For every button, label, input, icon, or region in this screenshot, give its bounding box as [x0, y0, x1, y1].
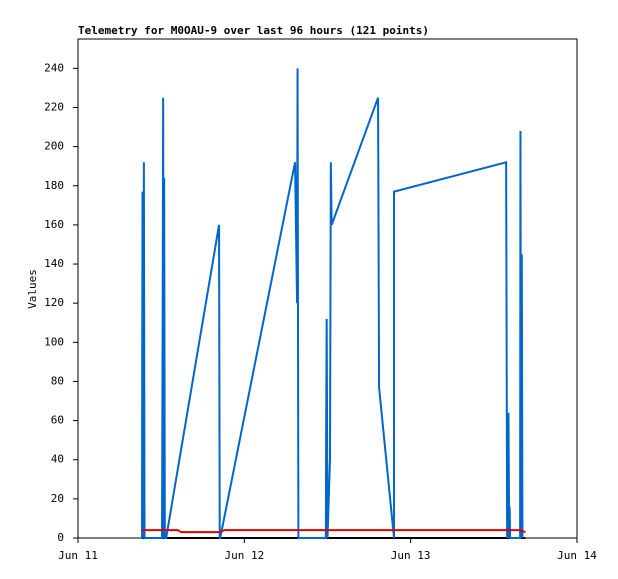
y-tick-label: 60 [51, 414, 64, 427]
chart-title: Telemetry for M0OAU-9 over last 96 hours… [78, 24, 429, 37]
y-tick-label: 180 [44, 179, 64, 192]
y-tick-label: 120 [44, 296, 64, 309]
y-tick-label: 200 [44, 140, 64, 153]
x-tick-label: Jun 12 [224, 549, 264, 562]
x-tick-label: Jun 14 [557, 549, 597, 562]
y-tick-label: 20 [51, 492, 64, 505]
x-tick-label: Jun 11 [58, 549, 98, 562]
y-tick-label: 220 [44, 100, 64, 113]
y-tick-label: 160 [44, 218, 64, 231]
series-line [141, 68, 524, 539]
x-tick-label: Jun 13 [391, 549, 431, 562]
y-tick-label: 100 [44, 335, 64, 348]
y-tick-label: 80 [51, 374, 64, 387]
y-tick-label: 240 [44, 61, 64, 74]
y-tick-label: 0 [57, 531, 64, 544]
y-axis-label: Values [26, 269, 39, 309]
y-tick-label: 40 [51, 453, 64, 466]
y-tick-label: 140 [44, 257, 64, 270]
series-line [142, 529, 526, 534]
